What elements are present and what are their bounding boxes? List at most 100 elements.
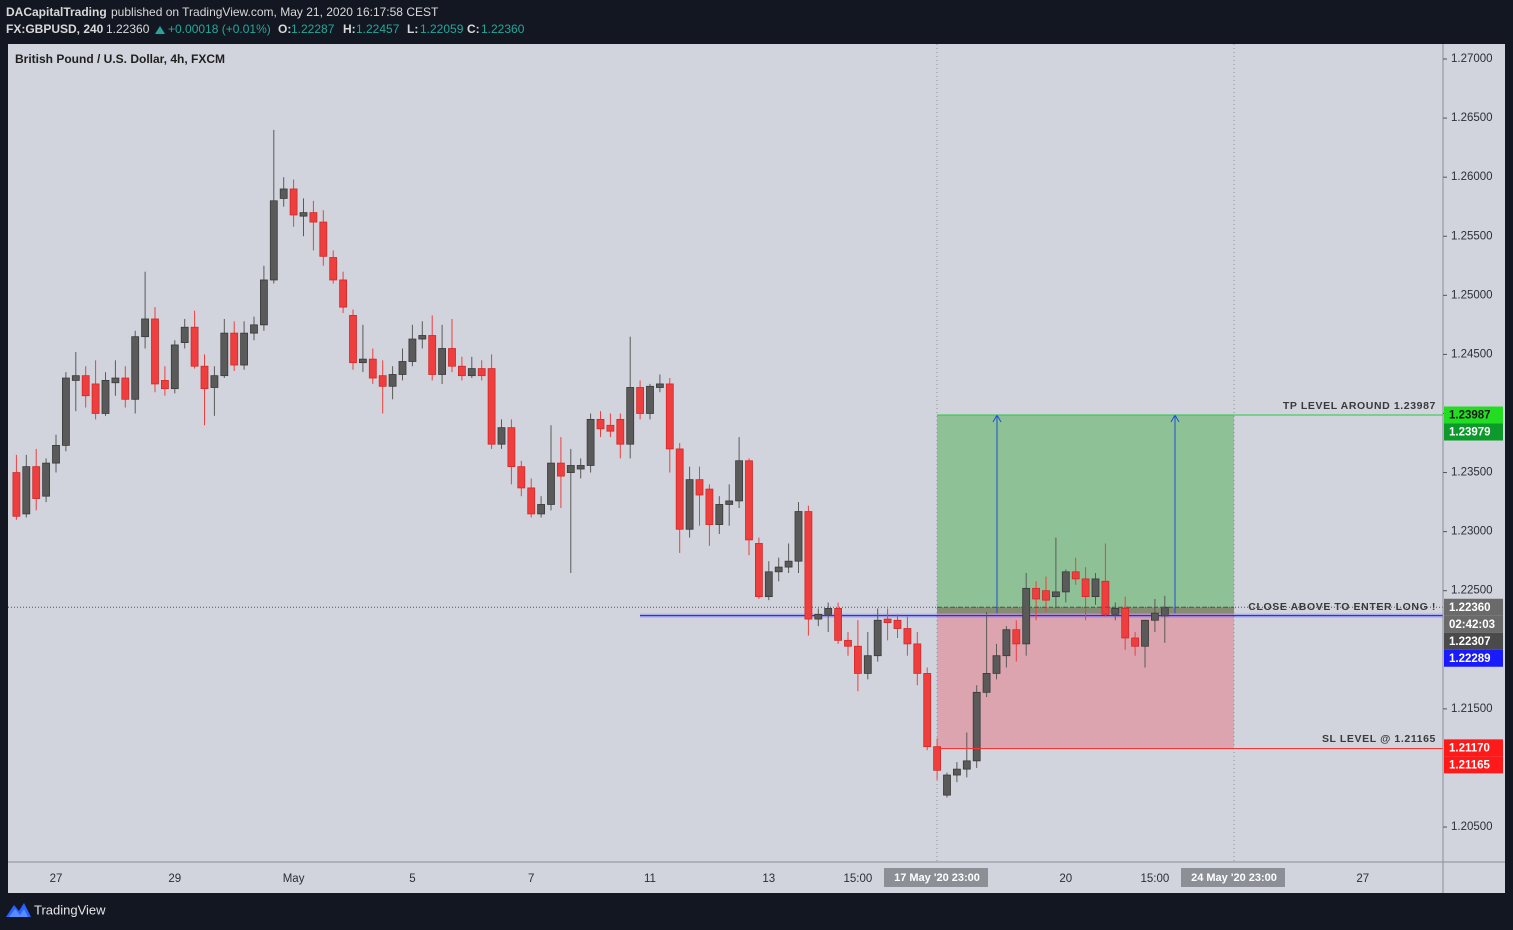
candle-body	[814, 613, 823, 620]
candle-body	[190, 326, 199, 367]
candle-body	[844, 639, 852, 647]
price-tag	[1444, 598, 1503, 616]
range-label: 24 May '20 23:00	[1191, 872, 1277, 884]
y-tick-label: 1.27000	[1451, 53, 1493, 65]
x-tick-label: May	[283, 873, 305, 885]
price-tag-label: 1.23979	[1449, 427, 1491, 439]
candle-body	[240, 332, 249, 366]
header: DACapitalTrading published on TradingVie…	[6, 5, 525, 36]
y-tick-label: 1.24500	[1451, 348, 1493, 360]
candle-body	[547, 462, 555, 505]
y-tick-label: 1.20500	[1451, 821, 1493, 833]
candle-body	[131, 336, 140, 400]
candle-body	[12, 472, 21, 517]
candle-body	[81, 375, 90, 397]
candle-body	[606, 424, 615, 432]
candle-body	[665, 383, 674, 450]
price-tag-label: 1.23987	[1449, 410, 1491, 422]
candle-body	[52, 444, 60, 464]
candle-body	[636, 387, 644, 414]
price-tag	[1444, 739, 1503, 757]
y-tick-label: 1.25500	[1451, 230, 1493, 242]
range-label-box	[884, 868, 988, 887]
candle-body	[477, 368, 486, 377]
candle-body	[111, 377, 120, 384]
candle-body	[210, 375, 219, 388]
loss-zone	[937, 607, 1234, 749]
countdown-box	[1444, 615, 1503, 633]
price-tag-label: 1.21170	[1449, 742, 1490, 754]
x-tick-label: 27	[50, 873, 63, 885]
candle-body	[349, 315, 357, 364]
candle-body	[755, 543, 763, 598]
candle-body	[1042, 590, 1050, 601]
price-tag-label: 1.22289	[1449, 653, 1491, 665]
candle-body	[200, 365, 209, 390]
y-tick-label: 1.26000	[1451, 171, 1493, 183]
x-tick-label: 29	[168, 873, 181, 885]
x-tick-label: 11	[644, 873, 656, 885]
candle-body	[1022, 587, 1031, 645]
candle-body	[804, 511, 813, 620]
ohlc-label: O:	[278, 22, 291, 36]
candle-body	[339, 279, 348, 308]
candle-body	[1160, 606, 1169, 617]
candle-body	[745, 460, 753, 541]
candle-body	[695, 479, 704, 496]
candle-body	[1061, 571, 1070, 593]
candle-body	[715, 504, 724, 525]
candle-body	[705, 488, 714, 525]
candle-body	[279, 188, 288, 199]
candle-body	[180, 326, 189, 343]
candle-body	[943, 774, 951, 796]
y-tick-label: 1.23500	[1451, 467, 1493, 479]
candle-body	[42, 462, 50, 497]
candle-body	[438, 348, 447, 375]
candle-body	[893, 619, 902, 629]
candle-body	[982, 673, 991, 693]
candle-body	[774, 566, 783, 573]
candle-body	[250, 324, 258, 334]
y-tick-label: 1.25000	[1451, 289, 1493, 301]
candle-body	[1032, 587, 1040, 600]
price-tag	[1444, 632, 1503, 650]
overlay: TP LEVEL AROUND 1.23987 CLOSE ABOVE TO EN…	[937, 400, 1443, 749]
candle-body	[1081, 578, 1090, 598]
candle-body	[319, 221, 328, 257]
candle-body	[62, 377, 70, 446]
candle-body	[566, 465, 575, 473]
x-tick-label: 27	[1356, 873, 1369, 885]
candle-body	[962, 760, 971, 770]
candle-body	[141, 318, 150, 338]
candle-body	[22, 466, 31, 515]
candle-body	[32, 466, 41, 499]
candle-body	[923, 673, 932, 748]
candle-body	[91, 383, 100, 414]
price-tag	[1444, 423, 1503, 441]
candle-body	[517, 466, 526, 489]
candle-body	[656, 383, 664, 388]
price-tag	[1444, 649, 1503, 667]
candle-body	[101, 379, 110, 414]
ohlc-value: 1.22457	[356, 22, 400, 36]
candle-body	[992, 655, 1001, 674]
x-tick-label: 15:00	[844, 873, 873, 885]
chart-title: British Pound / U.S. Dollar, 4h, FXCM	[15, 52, 225, 66]
y-tick-label: 1.21500	[1451, 703, 1493, 715]
x-tick-label: 15:00	[1141, 873, 1170, 885]
x-tick-label: 7	[528, 873, 534, 885]
candle-body	[259, 279, 268, 326]
range-label-box	[1181, 868, 1285, 887]
candle-body	[457, 365, 466, 377]
candle-body	[586, 418, 595, 466]
candle-body	[873, 619, 882, 657]
candle-body	[230, 332, 239, 366]
ohlc-value: 1.22059	[420, 22, 464, 36]
candle-body	[1052, 591, 1060, 598]
candle-body	[467, 368, 476, 377]
candle-body	[121, 377, 130, 400]
price-tag-label: 1.22307	[1449, 636, 1491, 648]
candle-body	[428, 335, 437, 375]
price-tag	[1444, 406, 1503, 424]
